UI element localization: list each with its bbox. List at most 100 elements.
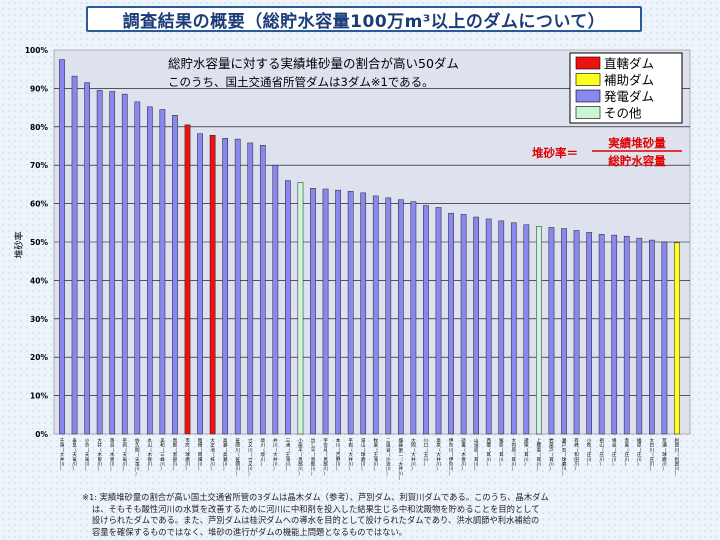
x-tick-label: 三浦（王滝川） — [286, 438, 291, 472]
x-tick-label: 境川（境川） — [260, 437, 265, 468]
footnote-line: ※1: 実績堆砂量の割合が高い国土交通省所管の3ダムは晶木ダム（参考）、芦別ダム… — [82, 492, 549, 502]
y-tick-label: 70% — [30, 161, 48, 170]
x-tick-label: 岩屋戸（耳川） — [549, 437, 554, 472]
legend-label: 発電ダム — [604, 89, 654, 104]
bar — [197, 133, 203, 435]
x-tick-label: 川口（玉川） — [424, 438, 429, 468]
legend-swatch — [575, 56, 601, 70]
x-tick-label: 奥泉（大井川） — [436, 437, 441, 472]
x-tick-label: 市房（球磨川） — [185, 437, 190, 472]
x-tick-label: 大正池（梓川） — [210, 437, 215, 472]
formula-numerator: 実績堆砂量 — [608, 136, 666, 150]
bar — [586, 232, 592, 435]
footnote-line: 容量を確保するものではなく、堆砂の進行がダムの機能上問題となるものではない。 — [92, 526, 408, 537]
bar-chart: 0% 10% 20% 30% 40% 50% 60% 70% 80% 90% 100% 千頭（大井川… — [13, 46, 691, 482]
y-tick-label: 50% — [30, 238, 48, 247]
bar — [636, 237, 643, 435]
bar — [360, 192, 367, 435]
x-tick-label: 祖山（庄川） — [599, 437, 604, 468]
bar — [448, 212, 454, 435]
x-tick-label: 山須原（耳川） — [474, 437, 479, 472]
bar — [398, 199, 404, 435]
bar — [222, 138, 229, 435]
x-tick-label: 出し平（黒部川） — [311, 437, 316, 477]
bar — [473, 216, 479, 435]
x-tick-label: 赤尾（庄川） — [624, 438, 629, 468]
bar — [372, 195, 379, 435]
bar — [272, 164, 279, 435]
formula-denominator: 総貯水容量 — [608, 154, 666, 168]
bar — [498, 220, 505, 435]
bar — [510, 222, 517, 435]
x-tick-label: 西郷（耳川） — [486, 438, 491, 468]
x-tick-label: 二風谷（沙流川） — [386, 438, 391, 477]
x-tick-label: 読書（木曽川） — [461, 437, 466, 472]
bar — [649, 239, 655, 435]
bar — [674, 242, 680, 435]
bar — [523, 224, 530, 435]
bar — [59, 59, 65, 435]
bar — [435, 207, 442, 435]
x-tick-label: 小牧（庄川） — [587, 437, 592, 468]
y-tick-label: 90% — [30, 84, 48, 93]
y-tick-label: 10% — [30, 392, 48, 401]
bar — [285, 180, 291, 435]
x-tick-label: 高瀬（高瀬川） — [223, 437, 228, 472]
x-tick-label: 平岡（天竜川） — [122, 438, 127, 472]
y-tick-label: 80% — [30, 123, 48, 132]
legend-swatch — [575, 89, 601, 103]
bar — [96, 90, 103, 435]
legend-swatch — [575, 73, 601, 86]
x-tick-label: 千頭（大井川） — [60, 437, 65, 472]
bar — [310, 187, 316, 435]
bar — [109, 91, 116, 435]
y-tick-label: 30% — [30, 315, 48, 324]
x-tick-label: 椿原（庄川） — [637, 437, 642, 468]
bar — [184, 124, 191, 435]
bar — [661, 241, 668, 435]
x-tick-label: 小屋平（黒部川） — [298, 437, 303, 477]
legend-swatch — [575, 106, 601, 119]
x-tick-label: 大井（木曽川） — [97, 437, 102, 472]
x-tick-label: 牧尾（王滝川） — [373, 437, 378, 472]
y-tick-labels: 0% 10% 20% 30% 40% 50% 60% 70% 80% 90% 100% — [25, 46, 49, 439]
y-tick-label: 0% — [35, 430, 48, 439]
x-tick-label: 大内原（耳川） — [511, 437, 516, 472]
page-title: 調査結果の概要（総貯水容量100万m³以上のダムについて） — [86, 6, 642, 32]
bar — [147, 106, 153, 435]
x-tick-label: 湯山（球磨川） — [361, 437, 366, 472]
bar — [561, 228, 567, 435]
x-tick-label: 井川（大井川） — [273, 437, 278, 472]
x-tick-label: 大白川（庄川） — [650, 437, 655, 472]
bar — [460, 214, 467, 435]
bar — [71, 75, 78, 435]
bar — [548, 227, 555, 435]
bars — [59, 59, 680, 435]
x-tick-label: 畑薙第二（大井川） — [399, 437, 404, 482]
x-tick-label: 落合（木曽川） — [110, 437, 115, 472]
bar — [611, 234, 618, 435]
bar — [159, 109, 166, 435]
bar — [297, 182, 304, 435]
bar — [423, 205, 429, 435]
x-tick-label: 雨畑（雨畑川） — [198, 438, 203, 472]
y-axis-label: 堆砂率 — [13, 231, 25, 258]
chart-subtitle: このうち、国土交通省所管ダムは3ダム※1である。 — [168, 75, 434, 89]
x-tick-label: 平岩（大井川） — [348, 438, 353, 472]
bar — [234, 138, 241, 435]
bar — [335, 189, 341, 435]
y-tick-label: 20% — [30, 353, 48, 362]
bar — [134, 101, 141, 435]
x-tick-label: 瀬戸石（球磨川） — [562, 437, 567, 477]
x-tick-label: 泰阜（天竜川） — [72, 437, 77, 472]
bar — [347, 191, 354, 435]
bar — [259, 144, 266, 435]
bar — [536, 226, 542, 435]
x-tick-label: 利賀川（利賀川） — [675, 437, 680, 477]
bar — [385, 197, 392, 435]
x-tick-label: 佐久間（天竜川） — [135, 437, 140, 477]
x-tick-label: 笹間川（笹間川） — [235, 437, 240, 477]
bar — [485, 218, 492, 435]
x-tick-label: 黒部（黒部川） — [173, 438, 178, 472]
bar — [84, 82, 90, 435]
